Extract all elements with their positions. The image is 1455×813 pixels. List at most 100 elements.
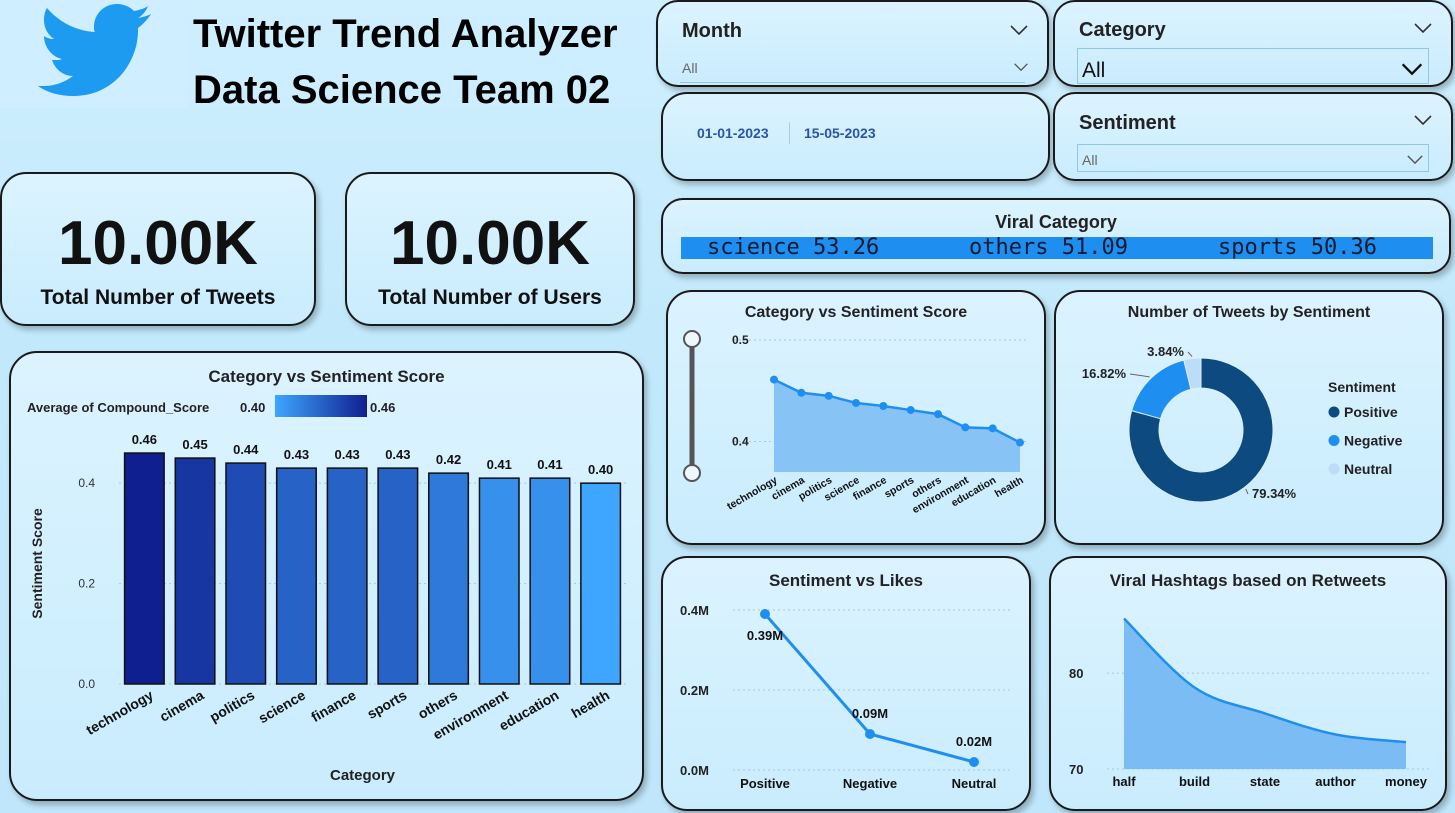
data-point: [934, 410, 942, 419]
bar: [580, 482, 622, 685]
legend-marker: [1328, 435, 1340, 446]
x-tick-label: technology: [83, 687, 156, 738]
area-chart-title: Category vs Sentiment Score: [744, 304, 968, 321]
data-point: [879, 402, 888, 410]
data-point: [770, 375, 778, 384]
bar-value-label: 0.43: [334, 447, 359, 462]
bar-value-label: 0.46: [132, 432, 157, 447]
x-axis-label: Category: [330, 767, 396, 784]
data-point: [969, 757, 979, 767]
category-dropdown[interactable]: All: [1077, 48, 1429, 84]
bar: [225, 462, 267, 685]
hashtags-chart-card: Viral Hashtags based on Retweets 70 80 hal…: [1049, 556, 1447, 811]
kpi-total-tweets: 10.00K Total Number of Tweets: [0, 172, 316, 326]
likes-line-chart: 0.0M 0.2M 0.4M 0.39M Positive 0.09M Negative 0.…: [680, 603, 1013, 791]
x-tick-label: politics: [207, 687, 258, 725]
sentiment-dropdown[interactable]: All: [1077, 144, 1429, 172]
bar: [529, 477, 571, 685]
leader-line: [1245, 488, 1249, 495]
bar: [377, 467, 419, 685]
category-slicer[interactable]: Category All: [1053, 0, 1453, 87]
month-slicer[interactable]: Month All: [656, 0, 1049, 87]
range-slider-handle-bottom: [683, 464, 701, 482]
x-tick-label: money: [1385, 774, 1428, 789]
x-tick-label: state: [1250, 774, 1280, 789]
donut-slice: [1183, 357, 1202, 390]
data-point: [852, 398, 860, 407]
data-point: [760, 609, 770, 619]
date-range-slicer[interactable]: 01-01-2023 15-05-2023: [661, 92, 1050, 181]
viral-category-ticker: science 53.26 others 51.09 sports 50.36: [681, 237, 1433, 259]
slice-value-label: 16.82%: [1082, 366, 1127, 381]
data-point: [906, 406, 915, 415]
area-chart: 0.40.5technologycinemapoliticssciencefin…: [683, 330, 1028, 516]
x-tick-label: Positive: [740, 776, 790, 791]
point-value-label: 0.39M: [747, 628, 783, 643]
x-tick-label: Neutral: [952, 776, 997, 791]
bar: [174, 457, 216, 685]
y-tick-label: 70: [1069, 762, 1083, 777]
dashboard-title: Twitter Trend Analyzer: [193, 12, 618, 56]
legend-gradient-bar: [275, 395, 367, 417]
y-tick-label: 0.4: [78, 476, 95, 490]
viral-category-item: science 53.26: [707, 235, 880, 260]
date-separator: [789, 122, 790, 144]
month-dropdown[interactable]: All: [682, 60, 698, 76]
category-slicer-label: Category: [1079, 19, 1166, 41]
legend-marker: [1328, 463, 1340, 475]
legend-min-label: 0.40: [240, 400, 265, 415]
twitter-bird-icon: [38, 4, 151, 96]
bar-chart: Average of Compound_Score 0.40 0.46 0.0 0.2 0…: [27, 395, 626, 784]
kpi-label: Total Number of Users: [378, 286, 602, 309]
dashboard-subtitle: Data Science Team 02: [193, 68, 611, 112]
slice-value-label: 3.84%: [1147, 344, 1184, 359]
y-tick-label: 0.4: [732, 435, 749, 449]
bar: [123, 452, 165, 685]
legend-marker: [1328, 406, 1340, 418]
range-slider-handle-top: [683, 330, 701, 348]
x-tick-label: health: [568, 687, 612, 721]
chevron-down-icon[interactable]: [1413, 114, 1433, 126]
bar: [275, 467, 317, 685]
bar-value-label: 0.43: [385, 447, 410, 462]
date-end[interactable]: 15-05-2023: [804, 125, 876, 141]
kpi-label: Total Number of Tweets: [40, 286, 276, 309]
chevron-down-icon[interactable]: [1413, 22, 1433, 34]
legend-label: Neutral: [1344, 461, 1392, 477]
x-tick-label: health: [993, 474, 1026, 500]
kpi-value: 10.00K: [58, 209, 258, 278]
donut-slice: [1128, 357, 1274, 503]
data-point: [961, 423, 970, 432]
likes-chart-title: Sentiment vs Likes: [768, 571, 923, 590]
viral-category-card: Viral Category science 53.26 others 51.0…: [661, 198, 1451, 274]
chevron-down-icon[interactable]: [1009, 24, 1029, 36]
x-tick-label: sports: [364, 687, 409, 722]
y-tick-label: 0.0: [78, 677, 95, 691]
bar-value-label: 0.41: [537, 457, 562, 472]
data-point: [1016, 438, 1024, 447]
data-point: [988, 424, 997, 433]
x-tick-label: half: [1112, 774, 1136, 789]
sentiment-slicer[interactable]: Sentiment All: [1053, 92, 1453, 181]
area-line: [773, 378, 1021, 444]
bar: [428, 472, 470, 685]
donut-chart: 79.34% 16.82% 3.84% Sentiment Positive Negati…: [1082, 344, 1403, 503]
leader-line: [1187, 351, 1193, 357]
donut-chart-title: Number of Tweets by Sentiment: [1127, 304, 1371, 321]
point-value-label: 0.02M: [956, 734, 992, 749]
month-slicer-label: Month: [682, 20, 742, 42]
x-tick-label: finance: [308, 687, 359, 725]
chevron-down-icon[interactable]: [1400, 62, 1424, 76]
y-tick-label: 0.0M: [680, 763, 709, 778]
y-tick-label: 0.4M: [680, 603, 709, 618]
x-tick-label: author: [1315, 774, 1355, 789]
date-start[interactable]: 01-01-2023: [697, 125, 769, 141]
chevron-down-icon[interactable]: [1013, 62, 1029, 72]
bar-value-label: 0.45: [182, 437, 207, 452]
hashtags-chart-title: Viral Hashtags based on Retweets: [1109, 571, 1387, 590]
chevron-down-icon[interactable]: [1406, 154, 1424, 165]
bar: [478, 477, 520, 685]
likes-chart-card: Sentiment vs Likes 0.0M 0.2M 0.4M 0.39M Posi…: [661, 556, 1031, 811]
point-value-label: 0.09M: [852, 706, 888, 721]
legend-label: Positive: [1344, 404, 1398, 420]
